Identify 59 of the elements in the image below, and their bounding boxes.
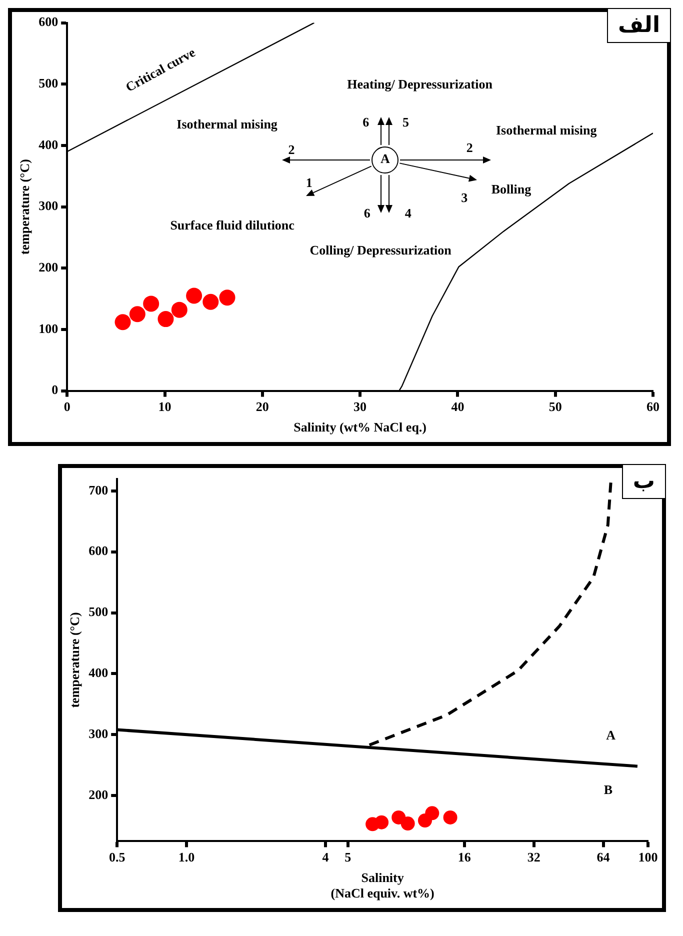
y-tick-label: 700 (88, 482, 108, 498)
x-tick-label: 100 (638, 849, 658, 864)
annotation: 2 (466, 140, 473, 156)
x-tick-label: 32 (527, 849, 540, 864)
annotation: Heating/ Depressurization (347, 76, 494, 92)
y-tick-label: 200 (38, 259, 58, 274)
annotation: ب (622, 464, 666, 499)
annotation: 5 (402, 114, 410, 130)
x-tick-label: 40 (451, 398, 464, 414)
x-tick-label: 30 (354, 398, 367, 414)
point (186, 288, 202, 304)
x-axis-title: Salinity (wt% NaCl eq.) (294, 420, 426, 435)
annotation: A (606, 727, 616, 742)
y-tick-label: 200 (88, 786, 108, 802)
annotation: 4 (404, 206, 412, 221)
y-tick-label: 100 (38, 320, 58, 336)
x-tick-label: 4 (322, 849, 330, 864)
x-tick-label: 1.0 (178, 849, 195, 864)
x-tick-label: 0.5 (108, 849, 126, 864)
point (158, 311, 174, 328)
annotation: Isothermal mising (496, 122, 598, 138)
x-tick-label: 64 (596, 849, 610, 864)
y-tick-label: 300 (88, 726, 108, 741)
annotation: Colling/ Depressurization (310, 242, 452, 258)
x-tick-label: 16 (458, 849, 472, 864)
y-tick-label: 500 (88, 604, 108, 620)
annotation: B (604, 782, 613, 797)
annotation: 6 (362, 114, 370, 130)
x-tick-label: 20 (256, 398, 269, 414)
y-axis-title: temperature (°C) (67, 612, 82, 708)
annotation: A (380, 151, 391, 166)
y-tick-label: 500 (38, 75, 58, 90)
y-tick-label: 300 (38, 198, 58, 214)
x-tick-label: 60 (646, 398, 660, 414)
y-tick-label: 0 (52, 382, 58, 398)
point (219, 290, 236, 306)
x-tick-label: 0 (64, 398, 70, 414)
y-tick-label: 400 (88, 665, 108, 680)
x-tick-label: 5 (344, 849, 352, 864)
annotation: Isothermal mising (176, 116, 278, 132)
point (143, 296, 160, 312)
annotation: 3 (461, 190, 468, 206)
x-tick-label: 50 (548, 398, 562, 414)
annotation: 6 (364, 206, 371, 221)
y-tick-label: 600 (38, 14, 58, 30)
point (114, 314, 131, 330)
annotation: 2 (288, 142, 295, 157)
point (202, 294, 219, 310)
y-tick-label: 600 (88, 543, 108, 558)
point (129, 306, 146, 322)
x-tick-label: 10 (158, 398, 172, 414)
annotation: Surface fluid dilutionc (170, 218, 295, 233)
annotation: الف (606, 8, 671, 43)
annotation: Bolling (491, 182, 532, 197)
y-axis-title: temperature (°C) (17, 159, 32, 255)
point (171, 302, 188, 318)
annotation: 1 (306, 174, 312, 190)
y-tick-label: 400 (38, 136, 58, 152)
x-axis-title: Salinity (NaCl equiv. wt%) (330, 870, 434, 901)
